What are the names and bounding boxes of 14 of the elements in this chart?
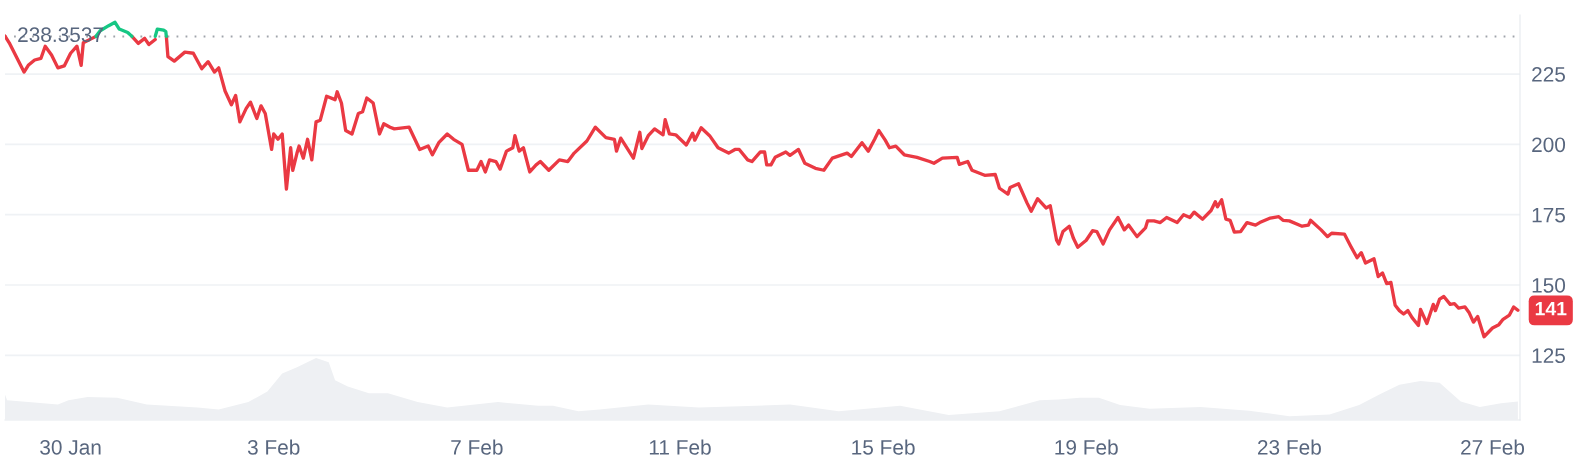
y-tick-label: 125 xyxy=(1532,348,1565,364)
annotation: 141 xyxy=(1535,301,1567,316)
y-tick-label: 175 xyxy=(1532,207,1565,223)
y-tick-label: 200 xyxy=(1532,137,1566,153)
x-tick-label: 23 Feb xyxy=(1257,439,1321,455)
x-tick-label: 3 Feb xyxy=(247,439,300,455)
x-tick-label: 15 Feb xyxy=(852,439,915,455)
x-tick-label: 27 Feb xyxy=(1461,439,1525,455)
x-tick-label: 7 Feb xyxy=(451,439,503,455)
x-tick-label: 11 Feb xyxy=(649,439,711,455)
x-tick-label: 30 Jan xyxy=(40,439,101,455)
y-tick-label: 225 xyxy=(1532,67,1565,82)
y-tick-label: 150 xyxy=(1532,278,1566,293)
x-tick-label: 19 Feb xyxy=(1055,439,1118,455)
